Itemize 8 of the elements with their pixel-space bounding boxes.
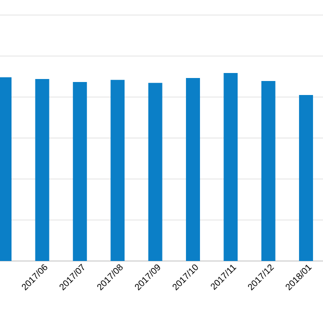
bar [186, 78, 200, 261]
bar [261, 81, 276, 261]
bar [110, 80, 125, 261]
bar [224, 72, 238, 261]
bar [148, 82, 162, 261]
bar [72, 82, 87, 261]
bar [299, 94, 314, 261]
bar [35, 78, 50, 261]
